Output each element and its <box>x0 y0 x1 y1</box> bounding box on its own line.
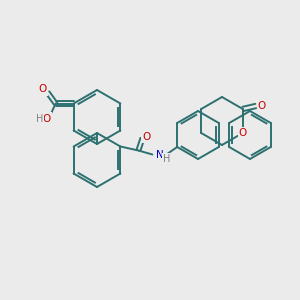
Text: O: O <box>38 85 47 94</box>
Text: O: O <box>258 101 266 111</box>
Text: H: H <box>163 154 170 164</box>
Text: O: O <box>43 113 51 124</box>
Text: O: O <box>239 128 247 138</box>
Text: H: H <box>36 113 43 124</box>
Text: N: N <box>155 149 163 160</box>
Text: O: O <box>142 131 151 142</box>
